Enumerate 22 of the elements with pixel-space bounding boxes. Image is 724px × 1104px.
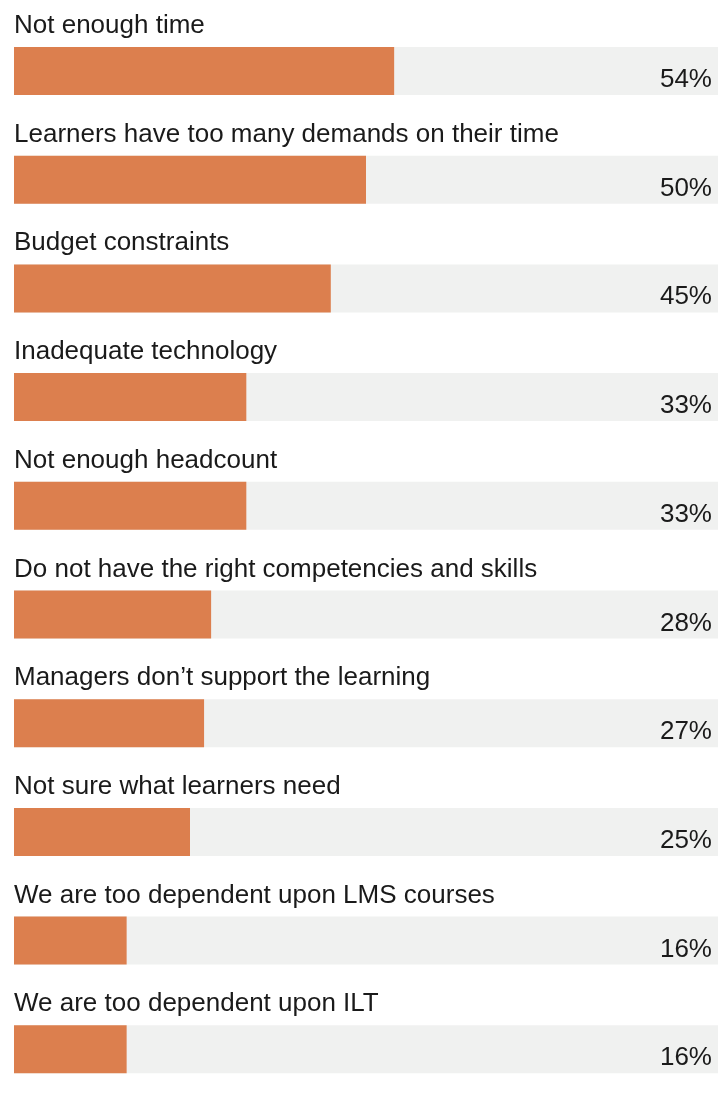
data-label: 16% <box>659 1041 712 1072</box>
y-tick-label: Do not have the right competencies and skills <box>14 552 538 583</box>
data-label: 25% <box>659 823 712 854</box>
data-label: 16% <box>659 932 712 963</box>
y-tick-label: Not sure what learners need <box>14 769 341 800</box>
data-label: 33% <box>659 389 712 420</box>
y-tick-label: We are too dependent upon LMS courses <box>14 878 495 909</box>
y-tick-label: Learners have too many demands on their time <box>14 117 559 148</box>
bar <box>14 916 127 965</box>
y-tick-label: Not enough headcount <box>14 443 278 474</box>
data-label: 50% <box>659 171 712 202</box>
y-tick-label: Budget constraints <box>14 226 230 257</box>
data-label: 27% <box>659 715 712 746</box>
y-tick-label: We are too dependent upon ILT <box>14 987 379 1018</box>
y-tick-label: Not enough time <box>14 9 205 39</box>
data-label: 45% <box>659 280 712 311</box>
bar <box>14 1025 127 1074</box>
data-label: 28% <box>659 606 712 637</box>
y-tick-label: Inadequate technology <box>14 335 278 366</box>
y-tick-label: Managers don’t support the learning <box>14 661 431 692</box>
data-label: 33% <box>659 497 712 528</box>
data-label: 54% <box>659 63 712 93</box>
